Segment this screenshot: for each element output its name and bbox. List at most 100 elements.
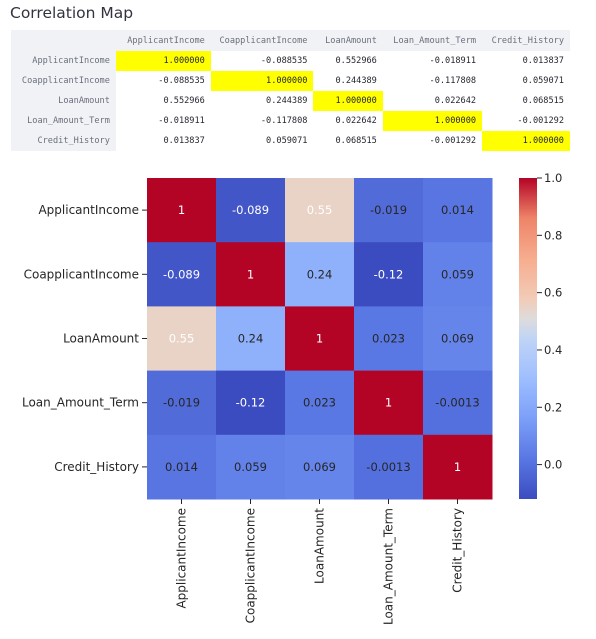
heatmap-annotations: 1 -0.089 0.55 -0.019 0.014 -0.089 1 0.24 -0.12 0.…: [163, 203, 480, 474]
table-cell: -0.117808: [210, 111, 314, 131]
table-column-header[interactable]: CoapplicantIncome: [219, 35, 308, 46]
table-row-header: LoanAmount: [58, 96, 110, 106]
y-tick-label: LoanAmount: [63, 332, 139, 346]
table-cell: 0.022642: [313, 111, 383, 131]
heatmap-cell: [285, 242, 355, 307]
table-column-header[interactable]: Loan_Amount_Term: [393, 35, 477, 46]
table-cell: 0.552966: [313, 51, 383, 71]
heatmap-cell: [147, 242, 217, 307]
table-row: Loan_Amount_Term -0.018911 -0.117808 0.0226…: [11, 111, 570, 131]
heatmap-cells: [147, 178, 493, 500]
heatmap-cell: [423, 242, 493, 307]
table-column-header[interactable]: ApplicantIncome: [127, 35, 205, 46]
table-header-row: ApplicantIncome CoapplicantIncome LoanAmou…: [11, 30, 570, 51]
heatmap-cell: [423, 306, 493, 372]
heatmap-cell: [285, 306, 355, 372]
table-cell: -0.018911: [115, 111, 211, 131]
table-corner-cell: [11, 30, 116, 51]
table-cell: 0.059071: [482, 71, 570, 91]
heatmap-cell: [354, 306, 424, 372]
table-column-header[interactable]: Credit_History: [491, 35, 564, 46]
table-row: LoanAmount 0.552966 0.244389 1.000000 0.0226…: [11, 91, 570, 111]
heatmap-annotation: 0.24: [307, 267, 333, 281]
table-cell-diagonal: 1.000000: [210, 71, 314, 91]
heatmap-annotation: -0.019: [370, 203, 407, 217]
heatmap-annotation: -0.089: [163, 267, 200, 281]
heatmap-annotation: 0.55: [169, 332, 195, 346]
heatmap-y-labels: ApplicantIncome CoapplicantIncome LoanAmou…: [22, 203, 147, 474]
colorbar: [519, 178, 537, 499]
table-row: Credit_History 0.013837 0.059071 0.068515 -0…: [11, 131, 570, 151]
heatmap-cell: [216, 370, 286, 436]
heatmap-cell: [147, 370, 217, 436]
heatmap-annotation: 0.014: [441, 203, 474, 217]
table-cell: 0.244389: [210, 91, 314, 111]
table-cell: -0.088535: [115, 71, 211, 91]
table-cell-diagonal: 1.000000: [482, 131, 570, 151]
heatmap-cell: [216, 178, 286, 243]
heatmap-x-labels: ApplicantIncome CoapplicantIncome LoanAmou…: [175, 499, 465, 625]
heatmap-annotation: 1: [178, 203, 185, 217]
heatmap-cell: [216, 434, 286, 500]
table-row-header: ApplicantIncome: [32, 56, 110, 66]
table-cell-diagonal: 1.000000: [313, 91, 383, 111]
colorbar-tick-label: 0.0: [544, 458, 562, 472]
table-cell: 0.552966: [115, 91, 211, 111]
table-cell: -0.088535: [210, 51, 314, 71]
x-tick-label: Loan_Amount_Term: [382, 508, 396, 625]
heatmap-cell: [285, 434, 355, 500]
table-cell-diagonal: 1.000000: [382, 111, 483, 131]
x-tick-label: Credit_History: [451, 508, 465, 593]
table-cell: 0.013837: [482, 51, 570, 71]
heatmap-cell: [354, 178, 424, 243]
table-row: CoapplicantIncome -0.088535 1.000000 0.2443…: [11, 71, 570, 91]
colorbar-tick-label: 0.2: [544, 400, 562, 414]
table-cell: -0.001292: [482, 111, 570, 131]
colorbar-ticks: 0.0 0.2 0.4 0.6 0.8 1.0: [537, 171, 562, 472]
heatmap-cell: [216, 306, 286, 372]
heatmap-annotation: 1: [316, 332, 323, 346]
table-row-header: Credit_History: [37, 136, 110, 146]
heatmap-cell: [147, 306, 217, 372]
heatmap-cell: [423, 370, 493, 436]
heatmap-annotation: 1: [454, 460, 461, 474]
correlation-heatmap: 1 -0.089 0.55 -0.019 0.014 -0.089 1 0.24 -0.12 0.…: [22, 171, 562, 625]
table-cell: -0.001292: [382, 131, 483, 151]
heatmap-annotation: 1: [385, 396, 392, 410]
heatmap-cell: [285, 370, 355, 436]
table-cell: -0.117808: [382, 71, 483, 91]
correlation-table: ApplicantIncome CoapplicantIncome LoanAmou…: [11, 30, 570, 151]
page-title: Correlation Map: [10, 4, 134, 22]
heatmap-annotation: -0.019: [163, 396, 200, 410]
heatmap-annotation: -0.0013: [366, 460, 410, 474]
table-column-header[interactable]: LoanAmount: [325, 35, 377, 46]
table-cell-diagonal: 1.000000: [115, 51, 211, 71]
heatmap-cell: [285, 178, 355, 243]
colorbar-tick-label: 1.0: [544, 171, 562, 185]
correlation-table-container[interactable]: ApplicantIncome CoapplicantIncome LoanAmou…: [11, 30, 570, 151]
table-cell: -0.018911: [382, 51, 483, 71]
colorbar-tick-label: 0.6: [544, 286, 562, 300]
heatmap-cell: [216, 242, 286, 307]
x-tick-label: ApplicantIncome: [175, 508, 189, 609]
y-tick-label: ApplicantIncome: [38, 203, 139, 217]
heatmap-cell: [147, 178, 217, 243]
table-row: ApplicantIncome 1.000000 -0.088535 0.552966…: [11, 51, 570, 71]
table-cell: 0.068515: [482, 91, 570, 111]
table-cell: 0.244389: [313, 71, 383, 91]
table-cell: 0.059071: [210, 131, 314, 151]
heatmap-annotation: 0.023: [372, 332, 405, 346]
heatmap-annotation: 0.059: [234, 460, 267, 474]
table-cell: 0.013837: [115, 131, 211, 151]
table-cell: 0.022642: [382, 91, 483, 111]
heatmap-cell: [147, 434, 217, 500]
heatmap-annotation: -0.089: [232, 203, 269, 217]
heatmap-cell: [354, 370, 424, 436]
y-tick-label: Loan_Amount_Term: [22, 396, 139, 410]
y-tick-label: CoapplicantIncome: [24, 267, 139, 281]
heatmap-annotation: 0.014: [165, 460, 198, 474]
colorbar-tick-label: 0.8: [544, 228, 562, 242]
heatmap-annotation: 0.059: [441, 267, 474, 281]
heatmap-annotation: 0.069: [303, 460, 336, 474]
heatmap-annotation: 0.023: [303, 396, 336, 410]
